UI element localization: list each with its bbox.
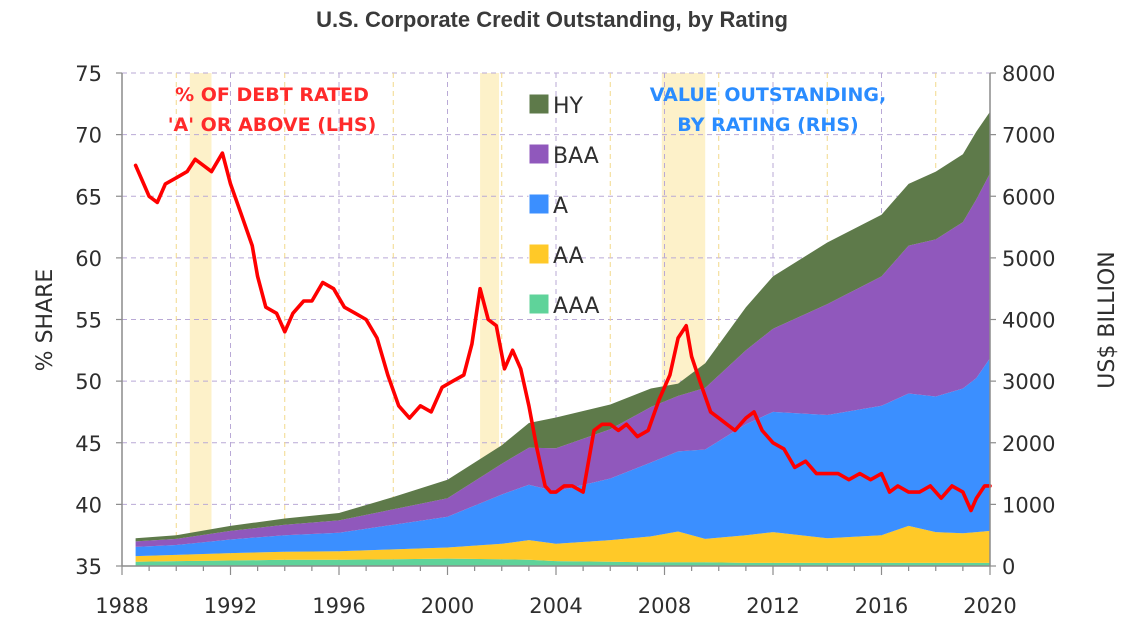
y-left-tick-label-50: 50 — [75, 370, 102, 394]
area-series-layer — [135, 111, 991, 566]
x-tick-label-2008: 2008 — [638, 594, 691, 618]
x-tick-label-2004: 2004 — [529, 594, 582, 618]
legend-swatch-baa — [528, 143, 550, 165]
legend-label-aaa: AAA — [553, 294, 599, 319]
y-left-tick-label-65: 65 — [75, 185, 102, 209]
y-axis-right-title: US$ BILLION — [1095, 251, 1120, 388]
y-left-tick-label-35: 35 — [75, 555, 102, 579]
y-right-tick-label-7000: 7000 — [1002, 124, 1055, 148]
legend-swatch-aa — [528, 243, 550, 265]
line-series-layer — [133, 151, 992, 513]
x-tick-label-1988: 1988 — [95, 594, 148, 618]
y-right-tick-label-0: 0 — [1002, 555, 1015, 579]
recession-band-0 — [189, 73, 212, 566]
y-right-tick-label-2000: 2000 — [1002, 432, 1055, 456]
area-series-baa — [135, 173, 991, 547]
legend-label-a: A — [553, 194, 568, 219]
y-left-tick-label-75: 75 — [75, 62, 102, 86]
x-tick-label-2020: 2020 — [963, 594, 1016, 618]
annotation-0-line-1: 'A' OR ABOVE (LHS) — [168, 114, 377, 136]
y-right-tick-label-1000: 1000 — [1002, 493, 1055, 517]
y-right-tick-label-3000: 3000 — [1002, 370, 1055, 394]
legend-label-aa: AA — [553, 244, 584, 269]
legend-swatch-a — [528, 193, 550, 215]
y-axis-left-title: % SHARE — [33, 269, 58, 372]
annotations-layer: % OF DEBT RATED 'A' OR ABOVE (LHS) VALUE O… — [168, 84, 887, 136]
y-left-tick-label-60: 60 — [75, 247, 102, 271]
tick-labels-layer: 1988 1992 1996 2000 2004 2008 2012 2016 2020 35 40… — [75, 62, 1055, 618]
legend-swatch-hy — [528, 93, 550, 115]
axes-layer — [116, 72, 996, 575]
x-tick-label-1992: 1992 — [204, 594, 257, 618]
legend-swatch-aaa — [528, 293, 550, 315]
legend-label-baa: BAA — [553, 144, 599, 169]
area-series-aaa — [135, 558, 991, 566]
y-right-tick-label-5000: 5000 — [1002, 247, 1055, 271]
annotation-1-line-0: VALUE OUTSTANDING, — [650, 84, 886, 106]
y-right-tick-label-4000: 4000 — [1002, 309, 1055, 333]
annotation-1-line-1: BY RATING (RHS) — [677, 114, 858, 136]
y-right-tick-label-6000: 6000 — [1002, 185, 1055, 209]
area-series-aa — [135, 525, 991, 563]
line-series-share-a-or-above — [133, 151, 992, 513]
x-tick-label-2012: 2012 — [746, 594, 799, 618]
y-left-tick-label-40: 40 — [75, 493, 102, 517]
area-series-a — [135, 358, 991, 557]
x-tick-label-1996: 1996 — [312, 594, 365, 618]
legend-label-hy: HY — [553, 94, 584, 119]
y-left-tick-label-45: 45 — [75, 432, 102, 456]
y-left-tick-label-55: 55 — [75, 309, 102, 333]
x-tick-label-2016: 2016 — [855, 594, 908, 618]
y-right-tick-label-8000: 8000 — [1002, 62, 1055, 86]
annotation-0-line-0: % OF DEBT RATED — [175, 84, 369, 106]
chart-title: U.S. Corporate Credit Outstanding, by Ra… — [316, 7, 788, 32]
y-left-tick-label-70: 70 — [75, 124, 102, 148]
x-tick-label-2000: 2000 — [421, 594, 474, 618]
